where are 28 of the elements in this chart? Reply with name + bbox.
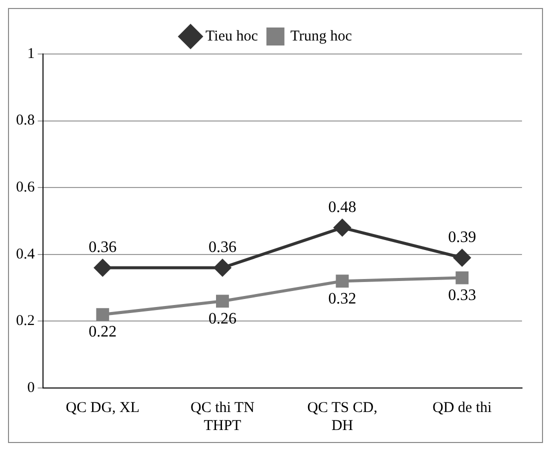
- data-label: 0.22: [88, 324, 117, 341]
- y-tick-label: 0.4: [16, 246, 36, 262]
- point: [96, 308, 110, 321]
- y-tick-label: 0.8: [16, 112, 35, 129]
- point: [454, 249, 471, 266]
- y-tick-label: 0.6: [16, 180, 36, 196]
- point: [216, 294, 229, 308]
- point: [94, 259, 112, 276]
- point: [456, 271, 469, 284]
- data-label: 0.48: [328, 198, 356, 216]
- data-label: 0.36: [208, 238, 236, 256]
- x-tick-label: QC thi TN THPT: [190, 400, 255, 434]
- data-label: 0.39: [448, 228, 476, 246]
- data-label: 0.33: [448, 286, 476, 304]
- legend-label: Tieu hoc: [206, 28, 258, 44]
- x-tick-label: QC DG, XL: [66, 400, 140, 416]
- point: [214, 259, 231, 276]
- legend-label: Trung hoc: [290, 28, 352, 44]
- point: [334, 219, 351, 236]
- data-label: 0.32: [328, 290, 356, 308]
- x-tick-label: QD de thi: [432, 400, 492, 416]
- y-tick-label: 0.2: [16, 313, 35, 330]
- data-label: 0.26: [208, 310, 236, 328]
- y-tick-label: 0: [27, 380, 35, 396]
- point: [336, 274, 349, 288]
- data-label: 0.36: [88, 238, 117, 256]
- y-tick-label: 1: [27, 46, 35, 62]
- x-tick-label: QC TS CD, DH: [307, 400, 378, 434]
